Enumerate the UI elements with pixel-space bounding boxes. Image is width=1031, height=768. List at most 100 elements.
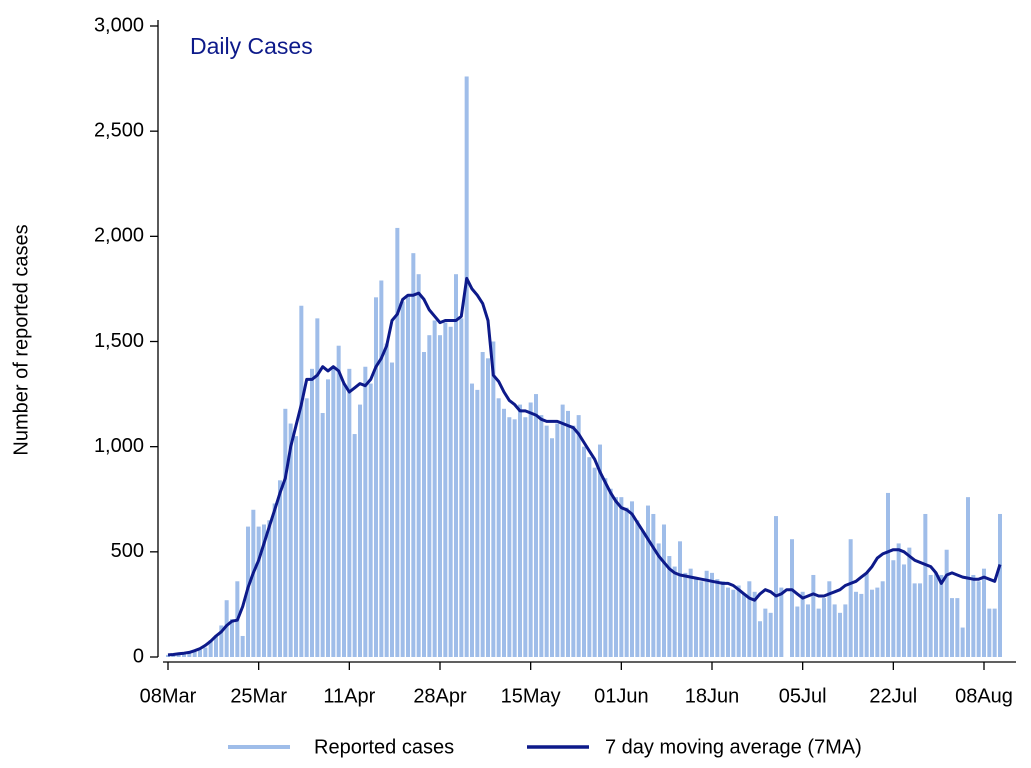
bar [955,598,960,657]
bar [667,556,672,657]
bar [774,516,778,657]
y-tick-label: 0 [133,645,144,667]
bar [939,574,944,657]
bar [448,326,453,657]
bar [619,497,624,657]
bar [582,446,586,657]
y-tick-label: 2,500 [94,119,144,141]
bar [315,318,320,657]
bar [624,507,629,657]
bar [342,383,346,657]
bar [438,335,442,657]
bar [464,76,469,658]
bar [358,404,362,657]
bar [960,627,965,657]
bar [299,305,304,657]
bar [768,612,773,657]
bar [432,320,437,657]
bar [811,574,816,657]
y-axis-label: Number of reported cases [10,224,32,455]
legend-label: 7 day moving average (7MA) [605,736,862,758]
bar [736,585,741,657]
bar [262,524,266,657]
bar [352,434,357,657]
legend-label: Reported cases [314,736,454,758]
bar [326,379,330,657]
bar [875,587,880,657]
bar [400,301,405,657]
bar [443,322,448,657]
bar [731,589,736,657]
bar [902,564,906,657]
bar [587,457,592,657]
x-tick-label: 08Mar [140,685,197,707]
bar [912,583,917,657]
x-tick-label: 01Jun [594,685,649,707]
bar [187,652,192,657]
bar [272,503,277,657]
bar [507,417,512,657]
y-tick-label: 1,500 [94,330,144,352]
y-tick-label: 2,000 [94,225,144,247]
bar [288,423,293,657]
bar [176,653,181,657]
bar [886,492,890,657]
bar [203,647,208,657]
bar [523,417,528,657]
bar [571,425,576,657]
bar [283,408,288,657]
bar [822,598,826,657]
bar [934,572,938,657]
bar [486,358,490,657]
bar [982,568,986,657]
bar [294,436,298,657]
bar [806,604,810,657]
bar [454,274,458,657]
bar [198,649,202,657]
bar [592,467,597,657]
x-tick-label: 15May [501,685,561,707]
bar [635,520,640,657]
bar [470,383,474,657]
bar [843,604,848,657]
bar [379,280,384,657]
bar [715,579,720,657]
bar [891,560,896,657]
bar [406,295,410,657]
bar [859,593,864,657]
bar [720,581,725,657]
bar [864,572,869,657]
bar [854,591,858,657]
bar [560,404,565,657]
bar [224,600,229,657]
y-tick-label: 500 [111,540,144,562]
bar [838,612,842,657]
bar [870,589,874,657]
bar [374,297,378,657]
bar [928,574,933,657]
bar [614,497,618,657]
bar [251,509,256,657]
bar [230,619,234,657]
bar [208,640,213,657]
bar [347,368,352,657]
bar [998,513,1002,657]
bar [848,539,853,657]
bar [304,398,309,657]
bar [795,606,800,657]
chart-title: Daily Cases [190,33,313,59]
bar [950,598,954,657]
bar [166,654,170,657]
bar [608,488,613,657]
bar [256,526,261,657]
bar [182,653,186,657]
bar [214,635,218,657]
bar [662,524,666,657]
x-tick-label: 25Mar [230,685,287,707]
bar [422,352,426,657]
bar [672,566,677,657]
bar [336,345,341,657]
bar [992,608,997,657]
bar [987,608,992,657]
